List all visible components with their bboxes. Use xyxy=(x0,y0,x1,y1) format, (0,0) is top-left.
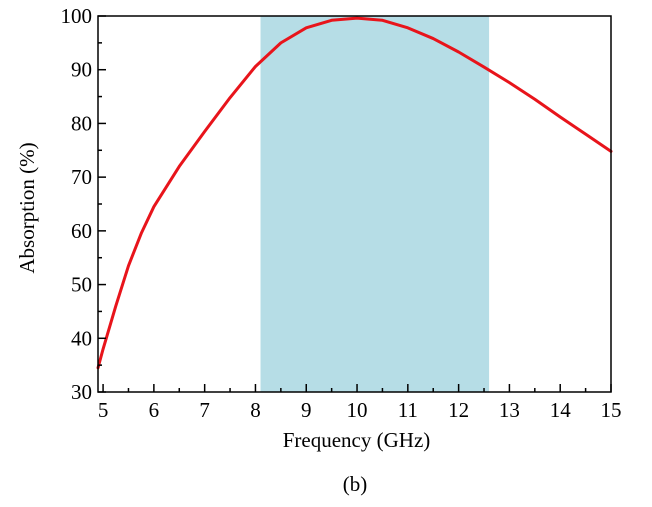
x-tick-label: 11 xyxy=(398,398,418,422)
y-tick-label: 100 xyxy=(61,4,93,28)
shaded-band-layer xyxy=(260,16,490,392)
y-tick-label: 40 xyxy=(71,326,92,350)
x-axis-title: Frequency (GHz) xyxy=(283,428,431,452)
x-tick-labels: 5 6 7 8 9 10 11 12 13 14 15 xyxy=(98,398,622,422)
x-tick-label: 5 xyxy=(98,398,109,422)
figure-caption: (b) xyxy=(343,472,368,496)
y-tick-label: 60 xyxy=(71,219,92,243)
x-tick-label: 14 xyxy=(550,398,572,422)
y-tick-label: 70 xyxy=(71,165,92,189)
x-tick-label: 12 xyxy=(448,398,469,422)
y-tick-labels: 30 40 50 60 70 80 90 100 xyxy=(61,4,93,404)
x-tick-label: 8 xyxy=(250,398,261,422)
tick-layer xyxy=(98,15,612,393)
x-tick-label: 7 xyxy=(199,398,210,422)
y-tick-label: 90 xyxy=(71,58,92,82)
y-axis-title: Absorption (%) xyxy=(15,142,39,273)
y-tick-label: 30 xyxy=(71,380,92,404)
series-line-layer xyxy=(96,16,613,370)
shaded-band xyxy=(260,16,490,392)
x-tick-label: 10 xyxy=(347,398,368,422)
y-tick-label: 50 xyxy=(71,273,92,297)
x-tick-label: 13 xyxy=(499,398,520,422)
x-tick-label: 15 xyxy=(601,398,622,422)
y-tick-label: 80 xyxy=(71,111,92,135)
absorption-series-line xyxy=(96,16,613,370)
x-tick-label: 6 xyxy=(149,398,160,422)
x-tick-label: 9 xyxy=(301,398,312,422)
